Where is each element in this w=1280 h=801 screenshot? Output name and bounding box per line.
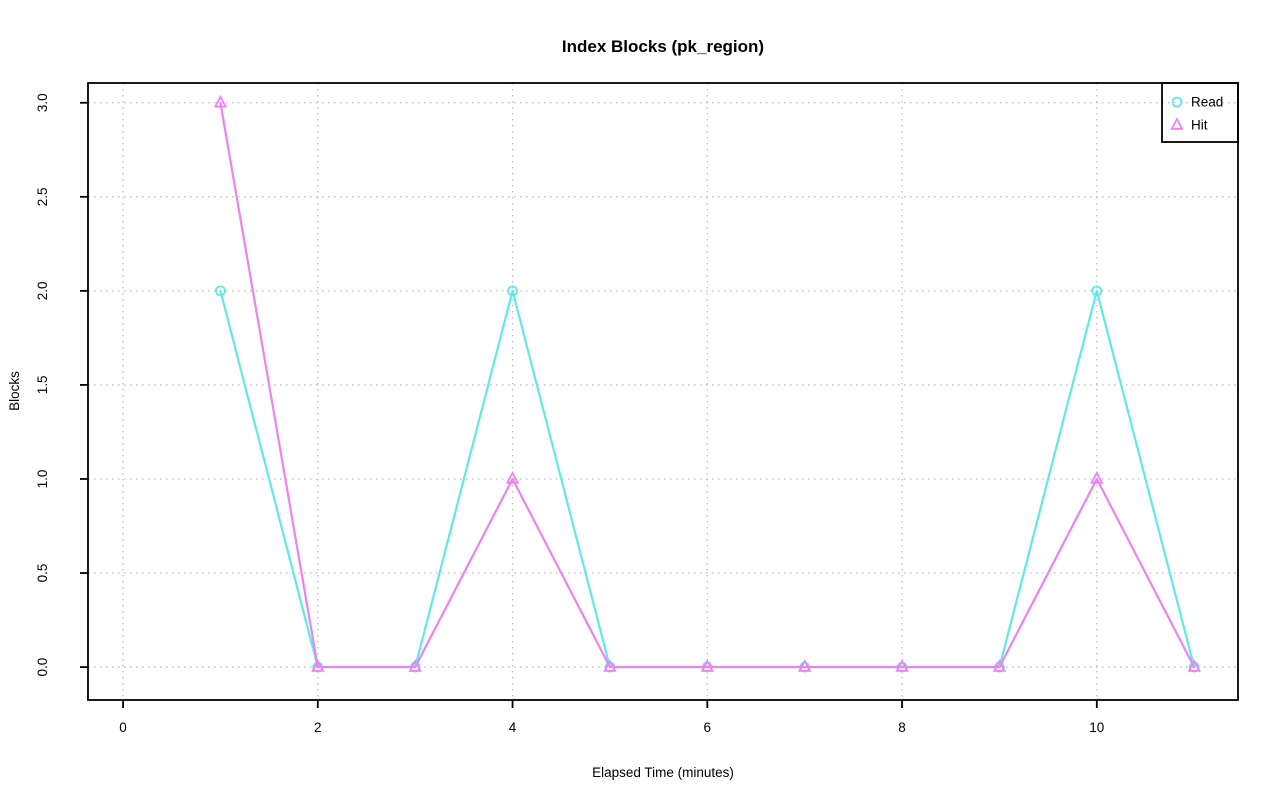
hit-marker <box>992 659 1007 672</box>
hit-series-line <box>219 101 1196 669</box>
hit-series <box>213 94 1201 672</box>
x-tick-label: 4 <box>509 720 517 735</box>
hit-marker <box>895 659 909 672</box>
hit-marker <box>408 659 422 672</box>
x-axis-label: Elapsed Time (minutes) <box>592 765 734 780</box>
legend-item-read: Read <box>1171 95 1223 110</box>
hit-marker <box>505 471 520 484</box>
hit-marker <box>213 94 228 108</box>
y-tick-label: 1.5 <box>35 376 50 395</box>
legend-box <box>1161 82 1239 143</box>
x-tick-label: 2 <box>314 720 322 735</box>
y-tick-label: 2.5 <box>35 187 50 206</box>
y-tick-label: 2.0 <box>35 281 50 300</box>
legend-label-hit: Hit <box>1191 118 1208 133</box>
hit-marker <box>1187 659 1201 672</box>
y-tick-label: 1.0 <box>35 470 50 489</box>
y-axis-label: Blocks <box>7 371 22 411</box>
hit-marker <box>603 659 617 672</box>
x-tick-label: 8 <box>898 720 906 735</box>
hit-marker <box>311 659 325 672</box>
x-tick-label: 6 <box>704 720 712 735</box>
legend-marker-read <box>1171 96 1183 108</box>
legend-label-read: Read <box>1191 95 1223 110</box>
x-tick-label: 10 <box>1089 720 1104 735</box>
x-tick-label: 0 <box>119 720 127 735</box>
axes: 0 2 4 6 8 10 0.0 0.5 1.0 1.5 2.0 2.5 3.0 <box>35 93 1104 735</box>
read-marker <box>215 285 226 297</box>
y-tick-label: 0.5 <box>35 564 50 583</box>
plot-border <box>87 82 1239 701</box>
hit-marker <box>700 659 715 672</box>
legend-marker-hit <box>1170 117 1184 130</box>
chart-title: Index Blocks (pk_region) <box>562 37 764 56</box>
read-marker <box>1091 285 1103 297</box>
hit-marker <box>797 659 812 672</box>
legend: Read Hit <box>1161 82 1239 143</box>
series-layer <box>213 94 1201 673</box>
hit-marker <box>1090 471 1104 484</box>
y-tick-label: 0.0 <box>35 658 50 677</box>
gridlines <box>88 83 1238 700</box>
y-tick-label: 3.0 <box>35 93 50 112</box>
read-marker <box>507 285 518 297</box>
legend-item-hit: Hit <box>1170 117 1208 133</box>
